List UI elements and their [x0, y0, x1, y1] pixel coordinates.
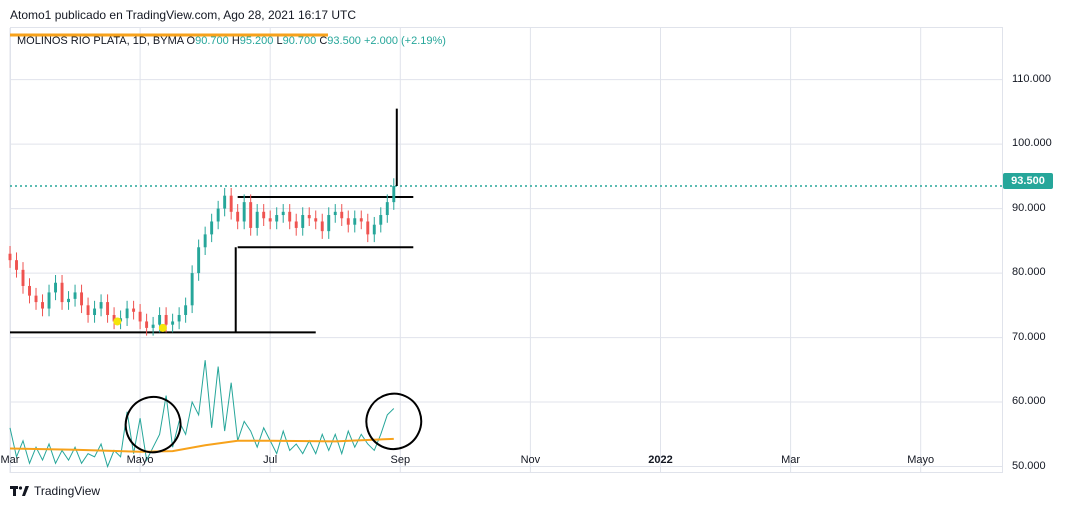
candle-body — [307, 215, 311, 219]
legend-close-key: C — [319, 35, 328, 47]
last-price-tag: 93.500 — [1003, 173, 1053, 189]
candle-body — [327, 215, 331, 232]
candle-body — [203, 234, 207, 248]
candle-body — [67, 298, 71, 303]
y-tick-label: 100.000 — [1012, 137, 1052, 150]
candle-body — [301, 215, 305, 228]
candle-body — [99, 302, 103, 309]
published-line: Atomo1 publicado en TradingView.com, Ago… — [10, 8, 357, 22]
candle-body — [333, 211, 337, 216]
candle-body — [320, 221, 324, 232]
legend-close: 93.500 — [327, 35, 361, 47]
legend-change: +2.000 (+2.19%) — [364, 35, 446, 47]
candle-body — [288, 211, 292, 222]
highlight-circle — [365, 392, 423, 451]
legend-low: 90.700 — [282, 35, 317, 47]
candle-body — [210, 221, 214, 235]
candle-body — [392, 186, 396, 203]
y-tick-label: 60.000 — [1012, 395, 1046, 408]
candle-body — [106, 302, 110, 315]
legend-high: 95.200 — [239, 35, 274, 47]
candle-body — [372, 224, 376, 235]
candle-body — [268, 218, 272, 222]
y-tick-label: 90.000 — [1012, 201, 1046, 214]
x-tick-label: Nov — [520, 454, 541, 466]
candle-body — [132, 308, 136, 312]
candle-body — [236, 211, 240, 222]
candle-body — [255, 211, 259, 228]
legend-open: 90.700 — [195, 35, 229, 47]
chart-legend: MOLINOS RIO PLATA, 1D, BYMA O90.700 H95.… — [17, 35, 446, 47]
candle-body — [262, 211, 266, 219]
y-tick-label: 110.000 — [1012, 72, 1051, 85]
x-tick-label: Mayo — [907, 454, 935, 466]
candle-body — [223, 195, 227, 209]
legend-open-key: O — [186, 35, 196, 47]
signal-marker — [113, 317, 122, 326]
candle-body — [177, 314, 181, 322]
candle-body — [138, 311, 142, 322]
candle-body — [34, 295, 38, 303]
candle-body — [359, 218, 363, 222]
y-tick-label: 70.000 — [1012, 330, 1046, 343]
candle-body — [242, 202, 246, 222]
footer-brand: TradingView — [34, 484, 101, 498]
candle-body — [190, 273, 194, 306]
candle-body — [164, 314, 168, 325]
candle-body — [353, 218, 357, 225]
x-tick-label: Mayo — [126, 454, 154, 466]
candle-body — [379, 215, 383, 225]
candle-body — [294, 221, 298, 228]
candle-body — [41, 302, 44, 309]
candle-body — [275, 215, 279, 222]
candle-body — [346, 218, 350, 225]
candle-body — [15, 260, 18, 270]
candle-body — [125, 308, 129, 319]
x-tick-label: 2022 — [648, 454, 673, 466]
candle-body — [281, 211, 285, 216]
moving-average-line — [9, 437, 394, 453]
candle-body — [21, 269, 25, 286]
candle-body — [249, 202, 253, 228]
candle-body — [385, 202, 389, 216]
candle-body — [340, 211, 344, 219]
y-tick-label: 80.000 — [1012, 266, 1046, 279]
candle-body — [145, 321, 149, 328]
candle-body — [229, 195, 233, 212]
candle-body — [47, 292, 51, 309]
candle-body — [54, 282, 57, 293]
x-tick-label: Sep — [390, 454, 411, 466]
candle-body — [112, 314, 116, 322]
candle-body — [28, 285, 31, 296]
candle-body — [73, 292, 77, 299]
legend-low-key: L — [276, 35, 283, 47]
legend-symbol: MOLINOS RIO PLATA, 1D, BYMA — [17, 35, 184, 47]
candle-body — [60, 282, 64, 303]
footer[interactable]: TradingView — [10, 484, 100, 498]
y-tick-label: 50.000 — [1012, 459, 1046, 472]
x-tick-label: Mar — [0, 454, 20, 466]
legend-high-key: H — [231, 35, 240, 47]
x-tick-label: Jul — [263, 454, 278, 466]
candle-body — [8, 253, 12, 261]
candle-body — [366, 221, 370, 235]
highlight-circle — [124, 395, 182, 454]
candle-body — [197, 247, 201, 274]
x-tick-label: Mar — [781, 454, 801, 466]
candle-body — [86, 305, 90, 315]
candle-body — [151, 324, 155, 328]
candle-body — [80, 292, 84, 306]
candle-body — [184, 305, 188, 315]
tradingview-logo-icon — [10, 486, 29, 496]
candle-body — [216, 208, 220, 222]
candle-body — [314, 218, 318, 222]
signal-marker — [158, 323, 167, 332]
candle-body — [171, 321, 175, 325]
candle-body — [158, 314, 162, 325]
candle-body — [93, 308, 97, 315]
